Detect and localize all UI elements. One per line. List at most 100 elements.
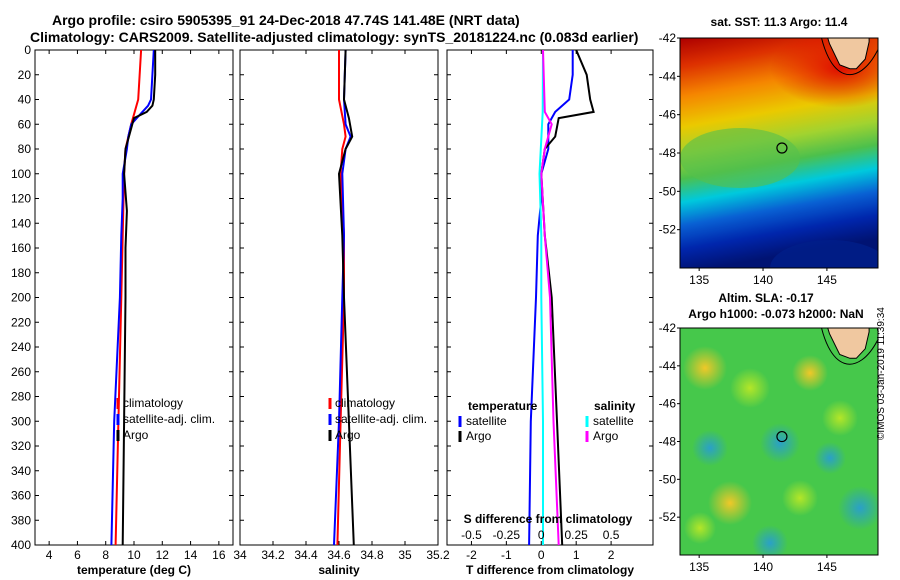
y-tick-label: 380 [11, 513, 31, 527]
series-line-t-satellite [528, 50, 574, 546]
legend-label: satellite-adj. clim. [335, 412, 427, 426]
y-tick-label: 40 [18, 93, 32, 107]
legend-label: Argo [466, 429, 492, 443]
sla-anomaly-blob [683, 346, 727, 390]
y-tick-label: 200 [11, 291, 31, 305]
y-tick-label: -46 [659, 397, 677, 411]
legend-label: climatology [123, 396, 183, 410]
map-sla_map: -42 -44 -46 -48 -50 -52 135 140 145 [659, 321, 879, 574]
x-tick-label: 10 [127, 548, 141, 562]
profile-panel-temperature: 0 20 40 60 80 100 120 140 160 180 200 220 240 260 280 3… [11, 43, 234, 577]
credit-stamp: ©IMOS 03-Jan-2019 11:39:34 [876, 307, 887, 440]
y-tick-label: -50 [659, 472, 677, 486]
series-line-t-argo [540, 49, 595, 546]
y-tick-label: 280 [11, 390, 31, 404]
x-tick-label: 6 [74, 548, 81, 562]
x2-tick-label: 0.5 [603, 528, 620, 542]
x-tick-label: -2 [466, 548, 477, 562]
y-tick-label: 80 [18, 142, 32, 156]
x-tick-label: 135 [689, 273, 709, 287]
y-tick-label: -44 [659, 359, 677, 373]
series-line-satellite-adj--clim- [333, 49, 352, 546]
y-tick-label: 0 [24, 43, 31, 57]
sla-anomaly-blob [782, 480, 818, 516]
x-tick-label: 34.8 [360, 548, 384, 562]
x-tick-label: 0 [538, 548, 545, 562]
series-line-argo [337, 49, 355, 546]
y-tick-label: 180 [11, 266, 31, 280]
sla-map-title-2: Argo h1000: -0.073 h2000: NaN [688, 307, 863, 321]
sla-anomaly-blob [814, 442, 846, 474]
y-tick-label: 100 [11, 167, 31, 181]
y-tick-label: -52 [659, 510, 677, 524]
x-tick-label: 34.6 [327, 548, 351, 562]
x2-tick-label: -0.25 [493, 528, 521, 542]
legend-label: satellite [593, 414, 634, 428]
y-tick-label: 20 [18, 68, 32, 82]
map-field [680, 38, 878, 268]
sla-anomaly-blob [730, 368, 770, 408]
map-sst_map: -42 -44 -46 -48 -50 -52 135 140 145 [659, 31, 879, 287]
legend-label: Argo [123, 428, 149, 442]
x-tick-label: 16 [212, 548, 226, 562]
x-tick-label: 4 [46, 548, 53, 562]
x-tick-label: 1 [573, 548, 580, 562]
series-line-s-satellite [538, 49, 544, 545]
y-tick-label: -42 [659, 31, 677, 45]
y-tick-label: 140 [11, 216, 31, 230]
plot-frame [34, 49, 234, 546]
x2-tick-label: 0.25 [565, 528, 589, 542]
y-tick-label: -48 [659, 146, 677, 160]
x-tick-label: 34.4 [294, 548, 318, 562]
sla-anomaly-blob [684, 512, 716, 544]
sla-anomaly-blob [708, 481, 752, 525]
x-axis-label: salinity [318, 563, 360, 577]
legend-label: Argo [335, 428, 361, 442]
figure-title-line1: Argo profile: csiro 5905395_91 24-Dec-20… [52, 12, 520, 28]
series-line-argo [121, 50, 157, 546]
x-axis-label: T difference from climatology [466, 563, 634, 577]
sla-anomaly-blob [752, 525, 788, 555]
x-tick-label: 140 [753, 560, 773, 574]
x-tick-label: 135 [689, 560, 709, 574]
profile-panel-difference: -2 -1 0 1 2T difference from climatology -0.5… [446, 49, 654, 577]
x-axis-label: temperature (deg C) [77, 563, 191, 577]
figure-title-line2: Climatology: CARS2009. Satellite-adjuste… [30, 29, 639, 45]
depth-contour [821, 328, 878, 365]
y-tick-label: -42 [659, 321, 677, 335]
x-tick-label: 2 [608, 548, 615, 562]
x-tick-label: 12 [156, 548, 170, 562]
sla-anomaly-blob [838, 486, 878, 530]
y-tick-label: 260 [11, 365, 31, 379]
y-tick-label: 400 [11, 538, 31, 552]
x-tick-label: 35.2 [426, 548, 450, 562]
y-tick-label: 300 [11, 414, 31, 428]
y-tick-label: 160 [11, 241, 31, 255]
legend-label: satellite [466, 414, 507, 428]
x-tick-label: 145 [817, 560, 837, 574]
series-line-s-argo [540, 49, 560, 546]
x-tick-label: 140 [753, 273, 773, 287]
y-tick-label: 240 [11, 340, 31, 354]
x2-tick-label: -0.5 [461, 528, 482, 542]
tasmania-landmass [827, 328, 870, 359]
legend-label: climatology [335, 396, 395, 410]
x-tick-label: 34 [233, 548, 247, 562]
legend-label: satellite-adj. clim. [123, 412, 215, 426]
sla-anomaly-blob [692, 430, 728, 466]
y-tick-label: 60 [18, 117, 32, 131]
sla-map-title-1: Altim. SLA: -0.17 [718, 291, 814, 305]
y-tick-label: -46 [659, 108, 677, 122]
y-tick-label: 120 [11, 192, 31, 206]
sst-cold-patch [770, 240, 878, 268]
legend-label: Argo [593, 429, 619, 443]
y-tick-label: -44 [659, 69, 677, 83]
sst-map-title: sat. SST: 11.3 Argo: 11.4 [711, 15, 848, 29]
y-tick-label: -48 [659, 435, 677, 449]
depth-contour [821, 38, 878, 76]
y-tick-label: 220 [11, 315, 31, 329]
profile-panel-salinity: 34 34.2 34.4 34.6 34.8 35 35.2 salinity climatol… [233, 49, 450, 577]
sla-anomaly-blob [822, 400, 858, 436]
x-tick-label: 35 [398, 548, 412, 562]
